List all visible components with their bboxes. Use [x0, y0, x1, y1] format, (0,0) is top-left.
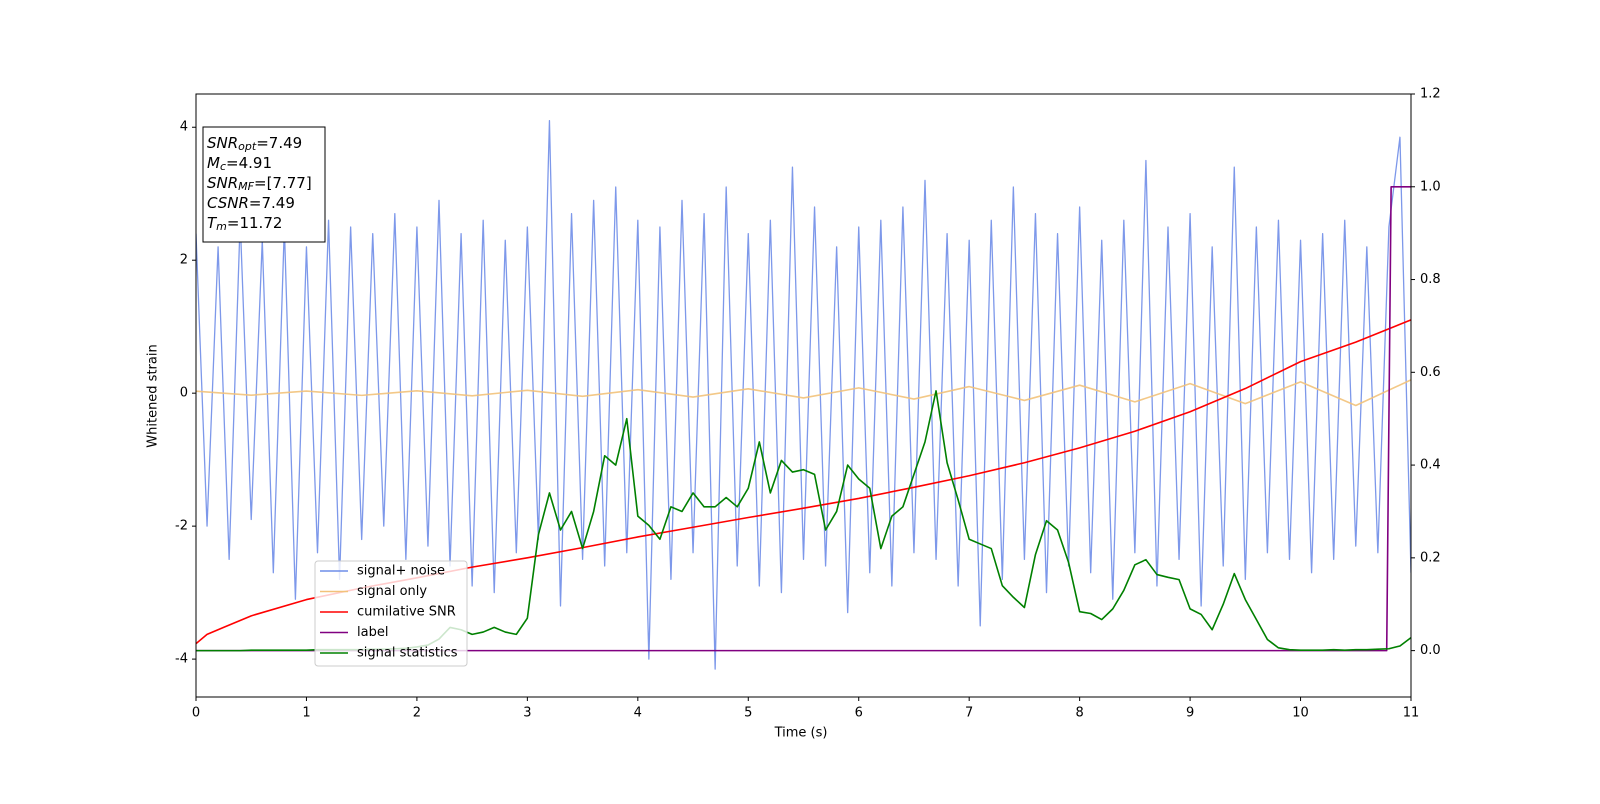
legend-label: label	[357, 625, 388, 640]
y-tick-label: 0	[180, 386, 188, 401]
legend: signal+ noise signal only cumilative SNR la…	[314, 560, 468, 667]
y2-tick-label: 0.8	[1420, 272, 1441, 287]
y-tick-label: 2	[180, 253, 188, 268]
x-tick-label: 9	[1186, 706, 1194, 721]
legend-label: signal only	[357, 584, 427, 599]
annotation-box: SNRopt=7.49Mc=4.91SNRMF=[7.77]CSNR=7.49T…	[202, 126, 326, 243]
annotation-value: =7.49	[256, 134, 302, 152]
annotation-sub: m	[216, 220, 227, 233]
y-tick-label: 4	[180, 120, 188, 135]
series-line	[196, 319, 1411, 645]
x-tick-label: 1	[302, 706, 310, 721]
annotation-sub: MF	[238, 180, 254, 193]
x-tick-label: 7	[965, 706, 973, 721]
annotation-frame	[202, 126, 326, 243]
series-line	[196, 185, 1411, 652]
x-tick-label: 10	[1292, 706, 1309, 721]
y2-tick-label: 1.0	[1420, 179, 1441, 194]
x-tick-label: 5	[744, 706, 752, 721]
annotation-line: SNRMF=[7.77]	[207, 174, 312, 194]
axes: 0 1 2 3 4 5 6 7 8 9 10 11 -4 -2 0 2 4 0.0 0.2 0.4 0.6 0.8 1.0 1…	[175, 87, 1441, 721]
y2-tick-label: 0.2	[1420, 550, 1441, 565]
x-tick-label: 8	[1075, 706, 1083, 721]
annotation-base: M	[207, 154, 220, 172]
annotation-line: SNRopt=7.49	[207, 134, 302, 154]
legend-label: signal statistics	[357, 646, 458, 661]
y2-tick-label: 0.0	[1420, 643, 1441, 658]
annotation-value: =4.91	[226, 154, 272, 172]
series-line	[196, 379, 1411, 407]
y-axis-label: Whitened strain	[146, 344, 161, 447]
annotation-line: Tm=11.72	[207, 214, 282, 234]
annotation-base: SNR	[207, 134, 238, 152]
x-tick-label: 0	[192, 706, 200, 721]
x-tick-label: 4	[634, 706, 642, 721]
legend-label: signal+ noise	[357, 564, 445, 579]
annotation-sub: opt	[238, 140, 257, 153]
annotation-line: CSNR=7.49	[207, 194, 295, 212]
axes-frame	[195, 93, 1412, 698]
legend-label: cumilative SNR	[357, 605, 456, 620]
x-tick-label: 2	[413, 706, 421, 721]
annotation-value: =7.49	[249, 194, 295, 212]
annotation-base: T	[207, 214, 218, 232]
annotation-line: Mc=4.91	[207, 154, 272, 174]
annotation-value: =[7.77]	[254, 174, 312, 192]
annotation-value: =11.72	[227, 214, 283, 232]
y2-tick-label: 0.4	[1420, 458, 1441, 473]
y-tick-label: -2	[175, 519, 188, 534]
x-tick-label: 11	[1403, 706, 1420, 721]
y-tick-label: -4	[175, 652, 188, 667]
x-tick-label: 3	[523, 706, 531, 721]
annotation-sub: c	[220, 160, 226, 173]
legend-frame	[314, 560, 468, 667]
series-line	[196, 119, 1411, 670]
x-axis-label: Time (s)	[774, 726, 828, 741]
y2-tick-label: 0.6	[1420, 365, 1441, 380]
x-tick-label: 6	[855, 706, 863, 721]
annotation-base: SNR	[207, 174, 238, 192]
annotation-base: CSNR	[207, 194, 249, 212]
y2-tick-label: 1.2	[1420, 87, 1441, 102]
